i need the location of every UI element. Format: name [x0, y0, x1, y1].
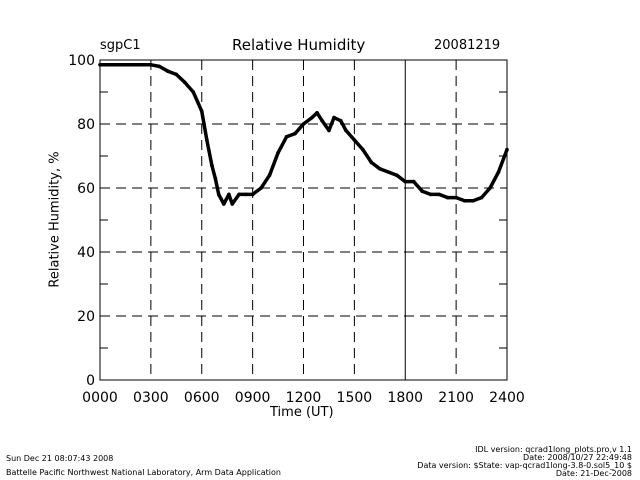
x-tick-label: 0900	[235, 390, 271, 406]
rh-data-point	[327, 128, 331, 133]
rh-data-point	[237, 192, 241, 197]
rh-data-point	[378, 167, 382, 171]
rh-data-point	[174, 72, 179, 77]
rh-data-point	[166, 69, 170, 73]
rh-data-point	[149, 63, 153, 67]
rh-data-point	[191, 90, 196, 94]
rh-data-point	[428, 192, 433, 197]
date-label: 20081219	[434, 38, 501, 53]
rh-data-point	[505, 147, 509, 152]
rh-data-point	[394, 173, 399, 177]
rh-data-point	[182, 80, 187, 85]
rh-data-point	[403, 179, 408, 184]
x-tick-label: 0000	[82, 390, 118, 406]
data-date: Date: 21-Dec-2008	[555, 469, 632, 478]
rh-data-point	[310, 115, 314, 120]
rh-data-point	[221, 202, 226, 206]
y-tick-label: 0	[86, 373, 95, 389]
rh-data-point	[386, 170, 391, 174]
rh-data-point	[227, 192, 231, 197]
rh-data-point	[259, 186, 263, 190]
rh-data-point	[496, 170, 501, 174]
x-axis-label: Time (UT)	[270, 405, 334, 420]
rh-data-point	[420, 189, 425, 193]
rh-data-point	[462, 199, 467, 203]
x-tick-label: 2100	[438, 390, 474, 406]
rh-data-point	[445, 195, 450, 200]
rh-data-point	[210, 163, 214, 168]
x-tick-label: 0300	[133, 390, 169, 406]
idl-date: Date: 2008/10/27 22:49:48	[523, 453, 632, 462]
rh-data-point	[98, 63, 102, 67]
rh-data-point	[213, 176, 218, 181]
x-tick-label: 1500	[337, 390, 373, 406]
rh-data-point	[293, 131, 297, 136]
rh-data-point	[339, 119, 343, 123]
rh-data-point	[216, 192, 221, 197]
idl-version: IDL version: qcrad1long_plots.pro,v 1.1	[475, 445, 632, 454]
rh-data-point	[320, 119, 324, 123]
y-tick-label: 20	[77, 309, 95, 325]
footer-versions: IDL version: qcrad1long_plots.pro,v 1.1 …	[417, 446, 632, 478]
rh-data-point	[199, 109, 204, 113]
site-label: sgpC1	[100, 38, 141, 53]
y-axis-label: Relative Humidity, %	[47, 151, 63, 288]
rh-data-point	[301, 122, 306, 126]
rh-data-point	[244, 192, 248, 197]
y-tick-label: 60	[77, 181, 95, 197]
rh-data-point	[352, 138, 357, 142]
rh-data-point	[230, 202, 235, 206]
y-tick-label: 40	[77, 245, 95, 261]
rh-data-point	[284, 135, 289, 139]
x-tick-label: 1800	[387, 390, 423, 406]
y-tick-label: 100	[68, 53, 95, 69]
rh-data-point	[454, 195, 458, 200]
x-tick-label: 0600	[184, 390, 220, 406]
rh-data-point	[361, 147, 365, 152]
y-tick-label: 80	[77, 117, 95, 133]
rh-data-point	[479, 195, 484, 200]
footer-timestamp: Sun Dec 21 08:07:43 2008	[6, 454, 114, 463]
data-version: Data version: $State: vap-qcrad1long-3.8…	[417, 461, 632, 470]
rh-data-point	[267, 173, 272, 177]
footer-lab: Battelle Pacific Northwest National Labo…	[6, 468, 281, 477]
rh-data-point	[344, 128, 348, 133]
chart-title: Relative Humidity	[232, 36, 366, 54]
rh-data-point	[369, 160, 374, 165]
x-tick-label: 1200	[286, 390, 322, 406]
rh-data-point	[471, 199, 475, 203]
rh-data-point	[205, 138, 209, 142]
rh-data-point	[250, 192, 255, 197]
rh-data-point	[315, 111, 319, 115]
rh-data-point	[411, 179, 416, 184]
rh-data-point	[276, 151, 280, 155]
rh-data-point	[332, 115, 336, 120]
rh-data-point	[437, 192, 441, 197]
x-tick-label: 2400	[489, 390, 525, 406]
rh-data-point	[488, 186, 492, 190]
rh-data-point	[157, 64, 162, 69]
